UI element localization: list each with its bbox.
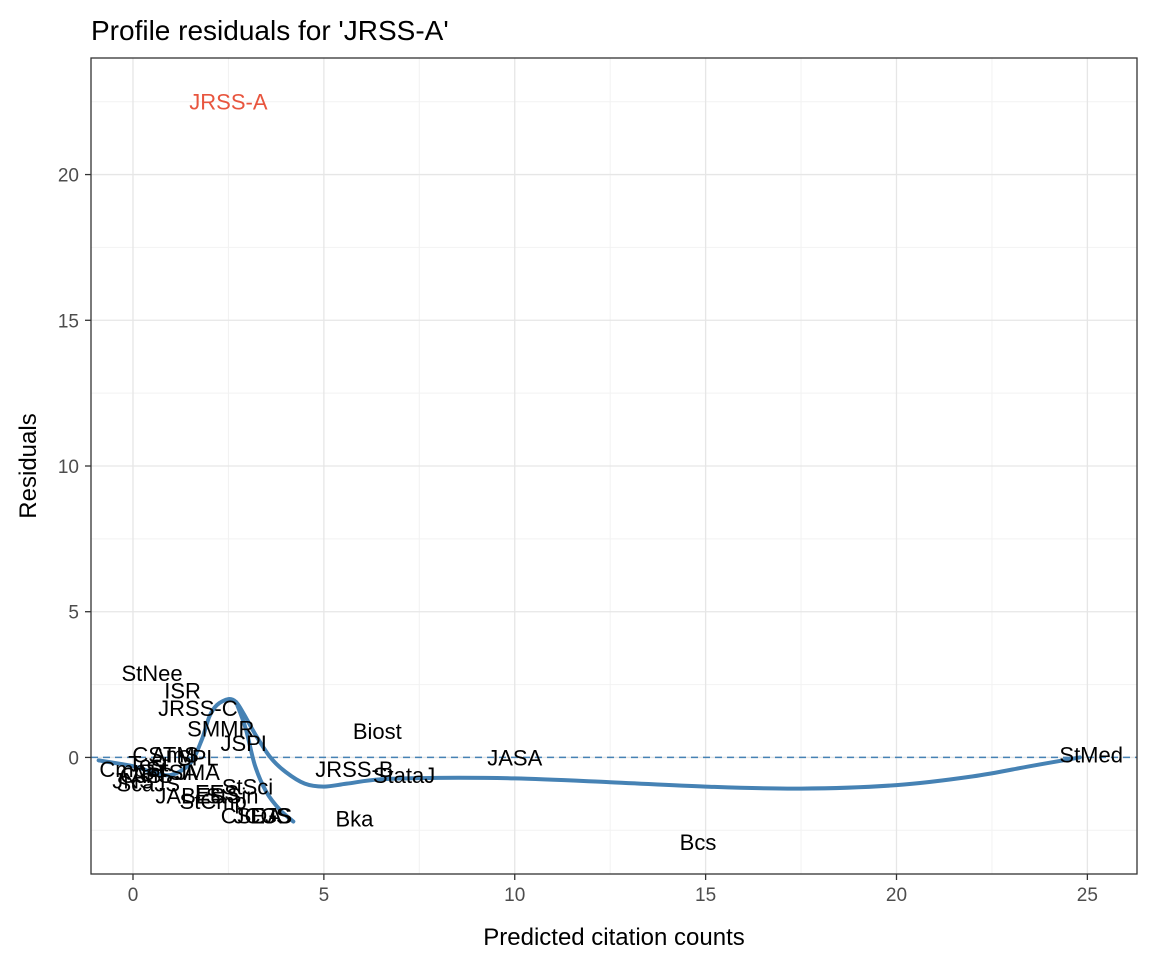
point-label: JCGS: [233, 804, 292, 829]
point-label: Bka: [335, 807, 374, 832]
point-label: JMA: [176, 760, 220, 785]
x-tick-label: 20: [886, 885, 907, 906]
point-label: CmpSt: [99, 757, 166, 782]
point-label: JRSS-B: [315, 757, 393, 782]
x-tick-label: 5: [319, 885, 330, 906]
point-label: JSPI: [220, 731, 266, 756]
point-label: CSTM: [132, 743, 194, 768]
chart-title: Profile residuals for 'JRSS-A': [91, 15, 449, 46]
x-tick-label: 10: [504, 885, 525, 906]
point-label: SMMR: [187, 716, 254, 741]
point-label: AmS: [151, 743, 199, 768]
point-label: JTSA: [144, 760, 198, 785]
point-label: StSci: [222, 775, 273, 800]
point-label: JASA: [487, 745, 542, 770]
point-label: Biost: [353, 719, 402, 744]
x-tick-label: 0: [128, 885, 139, 906]
highlighted-point-label: JRSS-A: [189, 90, 268, 115]
point-label: JRSS-C: [158, 696, 238, 721]
point-label: JABES: [155, 783, 225, 808]
point-label: StataJ: [373, 763, 435, 788]
x-tick-label: 15: [695, 885, 716, 906]
y-tick-label: 20: [58, 166, 79, 187]
y-tick-label: 5: [68, 603, 79, 624]
point-label: Test: [128, 751, 168, 776]
y-axis-title: Residuals: [15, 413, 42, 518]
smooth-curve-branch: [234, 700, 296, 824]
y-tick-label: 0: [68, 748, 79, 769]
point-label: StSin: [206, 783, 259, 808]
point-label: EJS: [250, 804, 290, 829]
point-label: JNS: [112, 769, 154, 794]
x-tick-label: 25: [1077, 885, 1098, 906]
point-label: EES: [195, 780, 239, 805]
y-tick-label: 15: [58, 311, 79, 332]
point-label: CSDA: [221, 804, 282, 829]
point-label: StMed: [1059, 743, 1123, 768]
point-label: Bcs: [680, 830, 717, 855]
point-label: AnS: [131, 763, 173, 788]
point-label: CJS: [120, 763, 162, 788]
y-tick-label: 10: [58, 457, 79, 478]
point-label: ScaJS: [116, 772, 180, 797]
axis-ticks: 0 5 10 15 20 25 0 5 10 15 20: [58, 166, 1098, 906]
point-label: StCmp: [180, 789, 247, 814]
smooth-curve: [96, 697, 1082, 791]
point-label: ISR: [164, 678, 201, 703]
grid-lines: [91, 58, 1137, 874]
x-axis-title: Predicted citation counts: [483, 924, 744, 951]
smooth-curve-layer: [96, 697, 1082, 824]
point-label: StNee: [122, 661, 183, 686]
point-label: SPL: [177, 745, 219, 770]
